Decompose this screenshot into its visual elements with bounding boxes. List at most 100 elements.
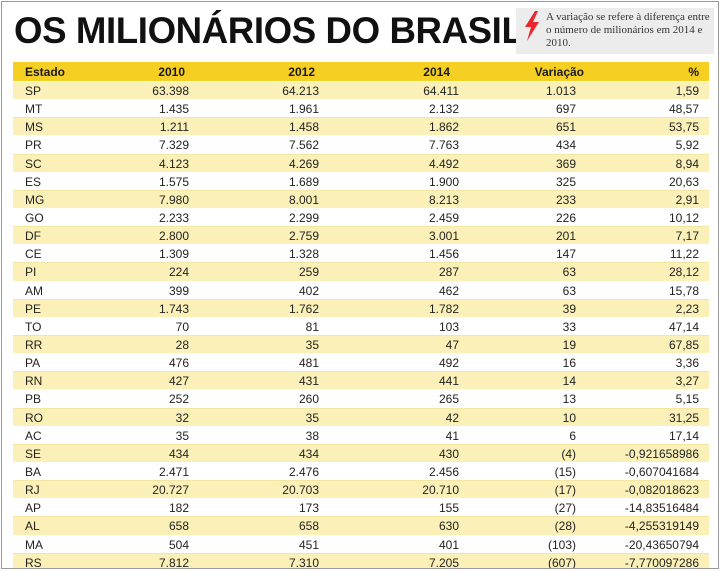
cell-percent: 31,25	[668, 410, 699, 425]
cell-2014: 630	[438, 519, 459, 534]
cell-2014: 2.132	[428, 102, 459, 117]
cell-2010: 399	[168, 283, 189, 298]
cell-variacao: (4)	[561, 446, 576, 461]
table-row: DF 2.800 2.759 3.001 201 7,17	[13, 227, 709, 246]
cell-2014: 265	[438, 392, 459, 407]
cell-2012: 20.703	[282, 483, 319, 498]
cell-2010: 7.329	[158, 138, 189, 153]
cell-percent: 67,85	[668, 337, 699, 352]
table-row: SC 4.123 4.269 4.492 369 8,94	[13, 154, 709, 173]
cell-variacao: (17)	[554, 483, 576, 498]
cell-2014: 1.456	[428, 247, 459, 262]
cell-estado: MG	[25, 192, 45, 207]
cell-2012: 1.961	[288, 102, 319, 117]
cell-2012: 4.269	[288, 156, 319, 171]
cell-2014: 7.763	[428, 138, 459, 153]
cell-estado: AL	[25, 519, 40, 534]
cell-2012: 7.562	[288, 138, 319, 153]
cell-percent: 17,14	[668, 428, 699, 443]
cell-2012: 451	[298, 537, 319, 552]
cell-2010: 1.211	[159, 120, 189, 135]
table-body: SP 63.398 64.213 64.411 1.013 1,59 MT 1.435 1.96…	[13, 82, 709, 569]
cell-2014: 47	[445, 337, 459, 352]
table-row: CE 1.309 1.328 1.456 147 11,22	[13, 245, 709, 264]
cell-2010: 1.743	[158, 301, 189, 316]
cell-percent: 5,92	[675, 138, 699, 153]
cell-percent: 10,12	[668, 210, 699, 225]
cell-percent: -20,43650794	[624, 537, 699, 552]
cell-variacao: 10	[562, 410, 576, 425]
cell-2010: 7.812	[158, 555, 189, 569]
cell-variacao: (27)	[554, 501, 576, 516]
cell-2012: 2.476	[288, 464, 319, 479]
table-row: AP 182 173 155 (27) -14,83516484	[13, 499, 709, 518]
table-row: RN 427 431 441 14 3,27	[13, 372, 709, 391]
cell-variacao: 16	[562, 356, 576, 371]
cell-2014: 20.710	[422, 483, 459, 498]
cell-percent: 3,27	[675, 374, 699, 389]
cell-estado: TO	[25, 319, 42, 334]
cell-variacao: 19	[562, 337, 576, 352]
cell-2010: 2.471	[158, 464, 189, 479]
cell-2012: 260	[298, 392, 319, 407]
cell-variacao: 434	[555, 138, 576, 153]
cell-2014: 103	[438, 319, 459, 334]
cell-2014: 64.411	[423, 84, 459, 98]
cell-2012: 259	[298, 265, 319, 280]
cell-estado: AM	[25, 283, 43, 298]
cell-variacao: 697	[555, 102, 576, 117]
cell-estado: MT	[25, 102, 43, 117]
cell-estado: DF	[25, 229, 41, 244]
cell-estado: PI	[25, 265, 37, 280]
cell-percent: 5,15	[675, 392, 699, 407]
cell-variacao: 6	[569, 428, 576, 443]
cell-variacao: 1.013	[545, 84, 576, 98]
cell-variacao: (28)	[554, 519, 576, 534]
cell-2014: 41	[445, 428, 459, 443]
cell-variacao: 63	[562, 283, 576, 298]
cell-estado: PB	[25, 392, 42, 407]
cell-2010: 1.435	[158, 102, 189, 117]
cell-2012: 2.299	[288, 210, 319, 225]
page-title: OS MILIONÁRIOS DO BRASIL	[14, 10, 524, 51]
cell-percent: -4,255319149	[624, 519, 699, 534]
cell-estado: MS	[25, 120, 43, 135]
cell-2012: 1.762	[288, 301, 319, 316]
cell-percent: 20,63	[668, 174, 699, 189]
cell-2010: 28	[175, 337, 189, 352]
table-row: RJ 20.727 20.703 20.710 (17) -0,082018623	[13, 481, 709, 500]
cell-estado: MA	[25, 537, 43, 552]
column-header-variacao: Variação	[534, 65, 584, 79]
table-row: PB 252 260 265 13 5,15	[13, 390, 709, 409]
cell-2012: 38	[305, 428, 319, 443]
cell-2012: 1.689	[288, 174, 319, 189]
cell-2010: 504	[168, 537, 189, 552]
cell-2014: 1.862	[428, 120, 459, 135]
cell-2012: 434	[298, 446, 319, 461]
cell-estado: AP	[25, 501, 42, 516]
cell-2014: 462	[438, 283, 459, 298]
cell-percent: 7,17	[675, 229, 699, 244]
cell-2014: 4.492	[428, 156, 459, 171]
cell-percent: 28,12	[668, 265, 699, 280]
cell-2014: 287	[438, 265, 459, 280]
cell-percent: 15,78	[668, 283, 699, 298]
table-row: PA 476 481 492 16 3,36	[13, 354, 709, 373]
cell-estado: SE	[25, 446, 42, 461]
column-header-estado: Estado	[25, 65, 66, 79]
table-row: RO 32 35 42 10 31,25	[13, 408, 709, 427]
cell-2012: 431	[298, 374, 319, 389]
cell-2014: 441	[438, 374, 459, 389]
cell-percent: 3,36	[675, 356, 699, 371]
cell-2012: 481	[298, 356, 319, 371]
cell-estado: SP	[25, 84, 42, 98]
cell-estado: RJ	[25, 483, 40, 498]
cell-2010: 224	[168, 265, 189, 280]
cell-percent: -0,082018623	[624, 483, 699, 498]
cell-variacao: 147	[555, 247, 576, 262]
cell-variacao: (607)	[547, 555, 576, 569]
table-row: PE 1.743 1.762 1.782 39 2,23	[13, 299, 709, 318]
table-row: PR 7.329 7.562 7.763 434 5,92	[13, 136, 709, 155]
cell-estado: AC	[25, 428, 42, 443]
